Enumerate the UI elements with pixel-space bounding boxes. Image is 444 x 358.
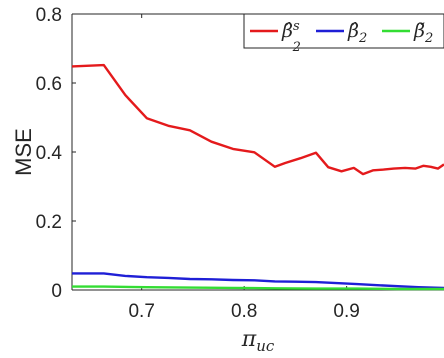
legend-entry-3: β̃2: [413, 20, 433, 46]
axes-frame: [71, 13, 444, 291]
legend: β̂s 2β̂2 β̃2: [243, 13, 444, 56]
x-axis-label: πuc: [241, 327, 275, 355]
legend-superscript: s: [293, 19, 300, 34]
y-tick-label: 0.4: [36, 143, 63, 164]
series-line-3: [72, 285, 444, 291]
series-lines: [71, 63, 444, 291]
y-axis-label: MSE: [11, 128, 36, 176]
legend-symbol: β̂: [347, 20, 359, 42]
y-tick-label: 0.8: [36, 5, 62, 26]
series-line-2: [72, 272, 444, 290]
y-tick-label: 0.6: [36, 74, 62, 95]
legend-subscript: 2: [358, 31, 367, 46]
x-tick-label: 0.9: [333, 301, 359, 322]
x-axis-label-subscript: uc: [256, 337, 275, 355]
x-tick-label: 0.7: [128, 301, 154, 322]
legend-entry-1: β̂s 2: [281, 19, 301, 56]
series-line-1: [71, 63, 444, 176]
y-tick-label: 0: [51, 281, 62, 302]
tick-labels: 0 0.2 0.4 0.6 0.8 0.7 0.8 0.9: [36, 5, 360, 322]
legend-subscript: 2: [292, 40, 301, 55]
legend-subscript: 2: [424, 31, 433, 46]
legend-entry-2: β̂2: [347, 20, 367, 46]
legend-symbol: β̃: [413, 20, 425, 42]
x-axis-label-symbol: π: [241, 327, 257, 352]
legend-symbol: β̂: [281, 20, 293, 42]
x-tick-label: 0.8: [231, 301, 257, 322]
y-tick-label: 0.2: [36, 212, 62, 233]
